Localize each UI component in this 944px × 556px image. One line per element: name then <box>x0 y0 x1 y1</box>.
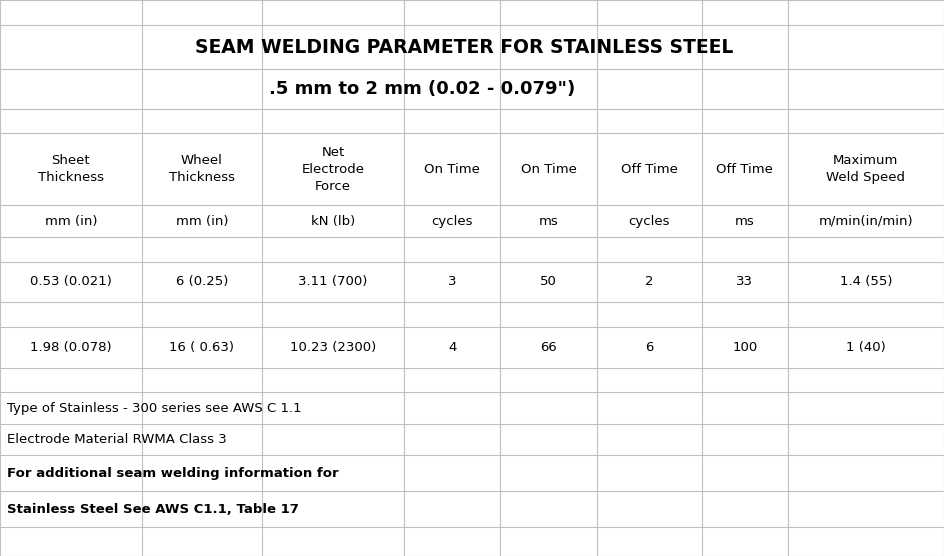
Text: 10.23 (2300): 10.23 (2300) <box>290 341 376 354</box>
Text: Off Time: Off Time <box>716 163 773 176</box>
Text: ms: ms <box>734 215 754 227</box>
Text: 2: 2 <box>645 275 653 289</box>
Text: mm (in): mm (in) <box>44 215 97 227</box>
Text: 0.53 (0.021): 0.53 (0.021) <box>30 275 111 289</box>
Text: mm (in): mm (in) <box>176 215 228 227</box>
Text: 66: 66 <box>540 341 557 354</box>
Text: 100: 100 <box>733 341 757 354</box>
Text: Net
Electrode
Force: Net Electrode Force <box>301 146 364 193</box>
Text: Stainless Steel See AWS C1.1, Table 17: Stainless Steel See AWS C1.1, Table 17 <box>7 503 298 516</box>
Text: On Time: On Time <box>424 163 480 176</box>
Text: cycles: cycles <box>629 215 670 227</box>
Text: 6: 6 <box>645 341 653 354</box>
Text: 3: 3 <box>447 275 456 289</box>
Text: 1 (40): 1 (40) <box>846 341 885 354</box>
Text: Type of Stainless - 300 series see AWS C 1.1: Type of Stainless - 300 series see AWS C… <box>7 401 301 415</box>
Text: ms: ms <box>539 215 559 227</box>
Text: 6 (0.25): 6 (0.25) <box>176 275 228 289</box>
Text: For additional seam welding information for: For additional seam welding information … <box>7 466 338 480</box>
Text: 3.11 (700): 3.11 (700) <box>298 275 368 289</box>
Text: Electrode Material RWMA Class 3: Electrode Material RWMA Class 3 <box>7 433 227 446</box>
Text: 1.4 (55): 1.4 (55) <box>839 275 892 289</box>
Text: Off Time: Off Time <box>621 163 678 176</box>
Text: 1.98 (0.078): 1.98 (0.078) <box>30 341 111 354</box>
Text: SEAM WELDING PARAMETER FOR STAINLESS STEEL: SEAM WELDING PARAMETER FOR STAINLESS STE… <box>195 38 733 57</box>
Text: .5 mm to 2 mm (0.02 - 0.079"): .5 mm to 2 mm (0.02 - 0.079") <box>268 80 575 98</box>
Text: Wheel
Thickness: Wheel Thickness <box>169 155 235 185</box>
Text: 4: 4 <box>447 341 456 354</box>
Text: m/min(in/min): m/min(in/min) <box>818 215 913 227</box>
Text: 50: 50 <box>540 275 557 289</box>
Text: 16 ( 0.63): 16 ( 0.63) <box>169 341 234 354</box>
Text: Maximum
Weld Speed: Maximum Weld Speed <box>826 155 905 185</box>
Text: kN (lb): kN (lb) <box>311 215 355 227</box>
Text: cycles: cycles <box>431 215 473 227</box>
Text: On Time: On Time <box>521 163 577 176</box>
Text: Sheet
Thickness: Sheet Thickness <box>38 155 104 185</box>
Text: 33: 33 <box>736 275 753 289</box>
